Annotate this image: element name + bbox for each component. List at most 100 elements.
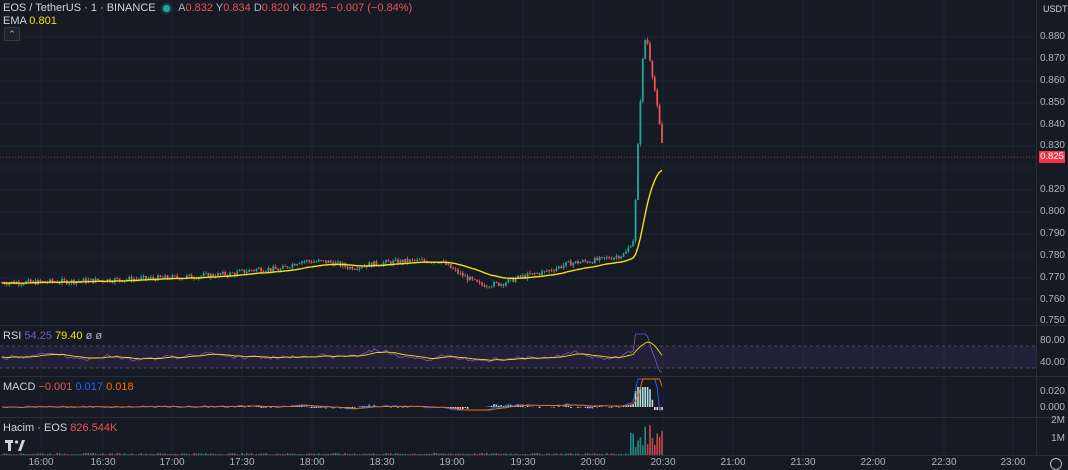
candle-body <box>361 267 363 268</box>
pane-separator[interactable] <box>0 325 1068 326</box>
candle-body <box>628 247 630 251</box>
candle-body <box>116 278 118 279</box>
volume-bar <box>656 434 658 455</box>
pane-separator[interactable] <box>0 376 1068 377</box>
macd-histogram-bar <box>462 407 464 409</box>
tradingview-logo-icon[interactable] <box>5 440 25 451</box>
currency-label[interactable]: USDT <box>1043 4 1068 14</box>
price-tick: 0.800 <box>1040 206 1065 217</box>
time-tick: 16:00 <box>28 457 53 468</box>
candle-body <box>136 279 138 280</box>
ema-value: 0.801 <box>29 15 57 27</box>
candle-body <box>404 259 406 263</box>
ema-legend[interactable]: EMA 0.801 <box>3 14 57 28</box>
pane-separator[interactable] <box>0 417 1068 418</box>
candle-body <box>488 287 490 288</box>
chart-canvas[interactable] <box>0 0 1036 455</box>
candle-body <box>234 273 236 275</box>
candle-body <box>337 262 339 263</box>
candle-body <box>563 266 565 268</box>
rsi-legend[interactable]: RSI 54.25 79.40 ø ø <box>3 329 102 343</box>
candle-body <box>491 286 493 287</box>
time-tick: 16:30 <box>90 457 115 468</box>
macd-histogram-bar <box>654 407 656 410</box>
candle-body <box>258 268 260 269</box>
candle-body <box>152 277 154 279</box>
candle-body <box>390 262 392 265</box>
candle-body <box>289 268 291 269</box>
candle-body <box>589 262 591 263</box>
candle-body <box>635 200 637 241</box>
candle-body <box>212 274 214 276</box>
candle-body <box>572 263 574 266</box>
rsi-tick: 40.00 <box>1040 357 1065 368</box>
price-tick: 0.850 <box>1040 97 1065 108</box>
macd-histogram-bar <box>359 406 361 407</box>
price-axis[interactable]: USDT 0.880 0.870 0.860 0.850 0.840 0.830… <box>1036 0 1068 455</box>
volume-legend[interactable]: Hacim · EOS 826.544K <box>3 421 117 435</box>
candle-body <box>632 241 634 247</box>
rsi-value-1: 54.25 <box>24 330 52 342</box>
time-axis[interactable]: 16:00 16:30 17:00 17:30 18:00 18:30 19:0… <box>0 455 1068 470</box>
candle-body <box>176 276 178 278</box>
candle-body <box>164 275 166 277</box>
volume-bar <box>637 440 639 455</box>
price-tick: 0.840 <box>1040 119 1065 130</box>
candle-body <box>224 272 226 275</box>
candle-body <box>148 278 150 279</box>
price-tick: 0.860 <box>1040 75 1065 86</box>
macd-histogram-bar <box>568 406 570 407</box>
candle-body <box>594 258 596 263</box>
low-value: 0.820 <box>262 2 290 14</box>
macd-histogram-bar <box>354 407 356 408</box>
candle-body <box>479 282 481 283</box>
candle-body <box>421 259 423 260</box>
candle-body <box>20 284 22 285</box>
macd-histogram-bar <box>570 407 572 408</box>
candle-body <box>575 261 577 263</box>
macd-histogram-bar <box>563 406 565 407</box>
volume-bar <box>659 437 661 455</box>
time-tick: 22:00 <box>860 457 885 468</box>
macd-tick: 0.020 <box>1040 386 1065 397</box>
macd-histogram-bar <box>306 406 308 407</box>
candle-body <box>287 266 289 267</box>
macd-histogram-bar <box>493 404 495 407</box>
candle-body <box>150 277 152 278</box>
candle-body <box>292 264 294 268</box>
candle-body <box>83 279 85 281</box>
macd-legend[interactable]: MACD −0.001 0.017 0.018 <box>3 380 134 394</box>
candle-body <box>140 277 142 279</box>
candle-body <box>452 268 454 269</box>
time-tick: 21:00 <box>720 457 745 468</box>
settings-gear-icon[interactable] <box>1050 458 1062 470</box>
macd-histogram-bar <box>488 406 490 407</box>
symbol-title[interactable]: EOS / TetherUS · 1 · BINANCE <box>3 2 156 14</box>
time-tick: 19:00 <box>439 457 464 468</box>
candle-body <box>568 261 570 262</box>
macd-label: MACD <box>3 381 35 393</box>
candle-body <box>160 275 162 277</box>
candle-body <box>167 275 169 278</box>
candle-body <box>265 271 267 272</box>
macd-histogram-bar <box>587 407 589 408</box>
volume-bar <box>632 434 634 455</box>
candle-body <box>493 282 495 286</box>
chevron-up-icon: ⌃ <box>8 29 16 39</box>
candle-body <box>541 271 543 275</box>
candle-body <box>145 276 147 279</box>
price-tick: 0.820 <box>1040 184 1065 195</box>
time-tick: 17:00 <box>159 457 184 468</box>
candle-body <box>239 270 241 271</box>
candle-body <box>661 124 663 143</box>
candle-body <box>68 283 70 284</box>
candle-body <box>642 59 644 101</box>
candle-body <box>611 259 613 260</box>
candle-body <box>174 275 176 276</box>
candle-body <box>534 273 536 274</box>
macd-histogram-bar <box>565 406 567 407</box>
collapse-legend-button[interactable]: ⌃ <box>4 27 20 41</box>
candle-body <box>652 61 654 77</box>
candle-body <box>385 260 387 262</box>
candle-body <box>320 260 322 261</box>
